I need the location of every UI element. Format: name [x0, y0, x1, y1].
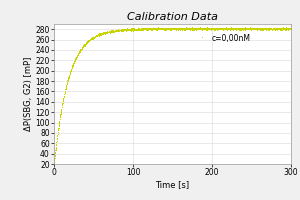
c=0,00nM: [282, 28, 286, 31]
Line: c=0,00nM: c=0,00nM: [53, 27, 292, 164]
c=0,00nM: [244, 27, 247, 29]
X-axis label: Time [s]: Time [s]: [155, 180, 190, 189]
c=0,00nM: [167, 28, 171, 31]
c=0,00nM: [161, 28, 165, 31]
Title: Calibration Data: Calibration Data: [127, 12, 218, 22]
c=0,00nM: [239, 28, 242, 31]
Y-axis label: ΔP(SBG, G2) [mP]: ΔP(SBG, G2) [mP]: [24, 57, 33, 131]
c=0,00nM: [64, 87, 68, 89]
Legend: c=0,00nM: c=0,00nM: [193, 31, 253, 46]
c=0,00nM: [52, 163, 56, 165]
c=0,00nM: [282, 29, 286, 31]
c=0,00nM: [289, 29, 293, 31]
